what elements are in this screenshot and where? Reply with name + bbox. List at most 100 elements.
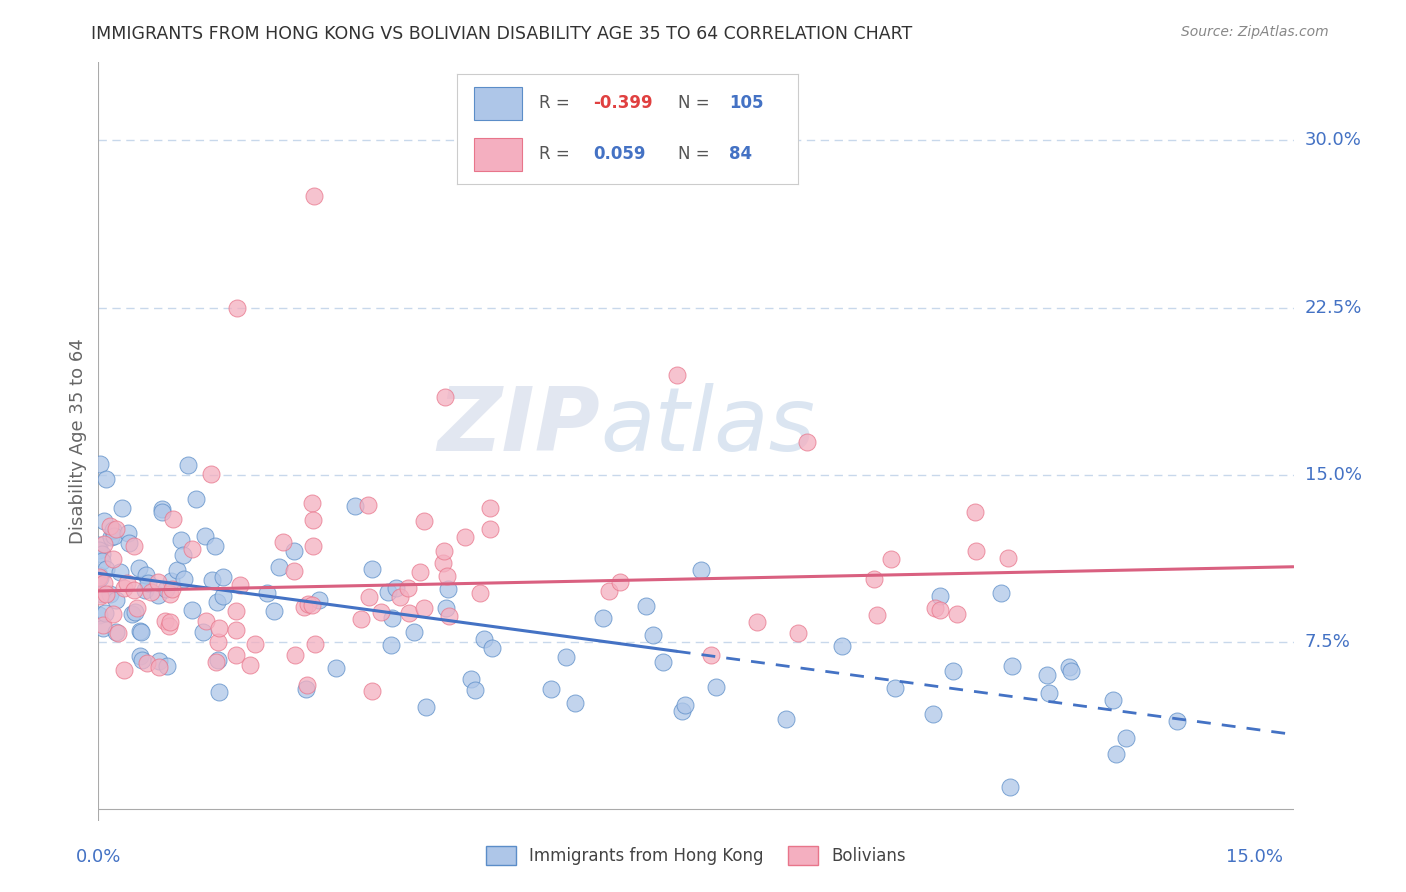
Point (194, 529, 217, 543)
Point (89, 568, 111, 582)
Point (124, 605, 146, 619)
Point (180, 603, 202, 617)
Point (205, 595, 228, 609)
Point (87, 570, 110, 584)
Point (89, 457, 111, 471)
Point (150, 505, 173, 519)
Point (134, 582, 156, 597)
Point (1059, 660, 1081, 674)
Point (207, 653, 229, 667)
Point (283, 544, 305, 558)
Point (225, 624, 247, 638)
Point (98, 587, 121, 601)
Point (1038, 686, 1060, 700)
Point (117, 525, 139, 540)
Point (673, 698, 696, 712)
Point (1102, 693, 1125, 707)
Point (207, 635, 229, 649)
Point (997, 551, 1019, 566)
Point (101, 551, 124, 566)
Point (128, 624, 150, 638)
Point (831, 639, 853, 653)
Point (136, 656, 159, 670)
Point (269, 560, 291, 574)
Point (194, 614, 217, 628)
Point (297, 598, 319, 612)
Point (200, 467, 222, 481)
Point (357, 499, 380, 513)
Point (135, 568, 157, 582)
Point (671, 704, 693, 718)
Point (434, 601, 457, 615)
Point (148, 660, 170, 674)
Point (924, 600, 946, 615)
Point (294, 600, 316, 615)
Point (468, 585, 491, 599)
Point (150, 501, 173, 516)
Point (91, 617, 114, 632)
Point (1115, 731, 1137, 745)
Point (115, 576, 138, 591)
Point (93, 575, 115, 590)
Point (377, 585, 399, 599)
Point (1105, 747, 1128, 761)
Text: atlas: atlas (600, 384, 815, 469)
Point (87, 538, 110, 552)
Point (945, 607, 967, 621)
Point (87, 542, 110, 557)
Point (191, 624, 214, 639)
Point (98, 519, 121, 533)
Point (159, 615, 181, 629)
Point (284, 648, 307, 663)
Point (301, 539, 323, 553)
Point (94, 606, 117, 620)
Point (90, 587, 112, 601)
Point (554, 650, 576, 665)
Point (148, 654, 170, 668)
Point (201, 573, 224, 587)
Point (105, 625, 128, 640)
Point (93, 621, 115, 635)
Point (360, 562, 382, 576)
Point (93, 514, 115, 528)
Point (380, 639, 402, 653)
Point (928, 603, 950, 617)
Point (162, 582, 184, 596)
Point (155, 582, 177, 597)
Point (157, 619, 180, 633)
Point (787, 625, 810, 640)
Point (437, 609, 460, 624)
Point (108, 565, 131, 579)
Point (208, 621, 231, 635)
Point (225, 604, 247, 618)
Text: 7.5%: 7.5% (1305, 633, 1351, 651)
Point (883, 681, 905, 696)
Point (256, 585, 278, 599)
Point (89, 571, 111, 585)
Point (170, 533, 193, 548)
Point (89, 590, 111, 604)
Point (592, 611, 614, 625)
Point (122, 582, 145, 597)
Point (101, 607, 124, 621)
Point (146, 575, 169, 590)
Point (481, 641, 503, 656)
Point (87, 573, 110, 587)
Point (361, 684, 384, 698)
Point (105, 593, 128, 607)
Point (472, 632, 495, 646)
Point (478, 501, 501, 516)
Point (460, 672, 482, 686)
Point (651, 655, 673, 669)
Point (100, 530, 122, 544)
Point (91, 554, 114, 568)
Text: 0.0%: 0.0% (76, 848, 121, 866)
Point (700, 648, 723, 662)
Point (184, 492, 207, 507)
Point (301, 496, 323, 510)
Point (156, 658, 179, 673)
Point (159, 587, 181, 601)
Point (239, 658, 262, 673)
Point (245, 637, 267, 651)
Point (107, 626, 129, 640)
